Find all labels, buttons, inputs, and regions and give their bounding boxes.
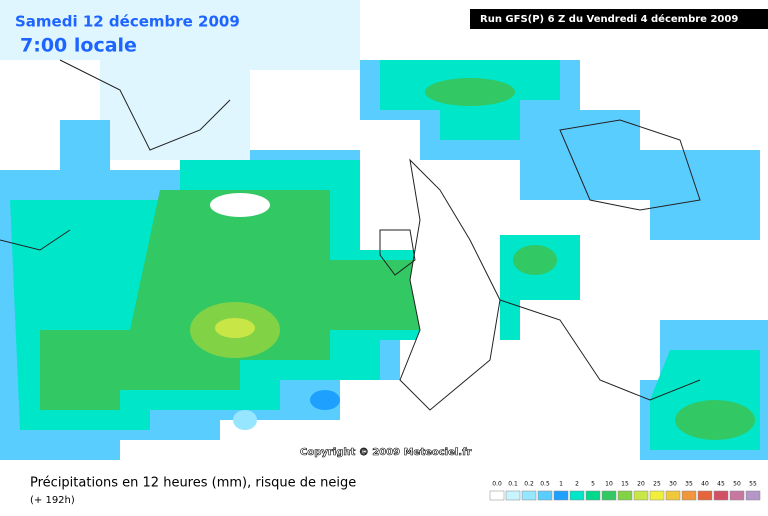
legend-swatch — [729, 490, 745, 501]
legend-label: 5 — [591, 481, 595, 488]
legend-label: 0.5 — [540, 481, 550, 488]
legend-swatch — [569, 490, 585, 501]
run-label: Run GFS(P) 6 Z du Vendredi 4 décembre 20… — [480, 13, 738, 25]
legend-swatch — [617, 490, 633, 501]
legend-label: 50 — [733, 481, 741, 488]
legend-label: 2 — [575, 481, 579, 488]
legend-swatch — [697, 490, 713, 501]
legend-swatch — [505, 490, 521, 501]
legend-label: 20 — [637, 481, 645, 488]
legend-label: 1 — [559, 481, 563, 488]
legend-label: 25 — [653, 481, 661, 488]
legend-swatch — [633, 490, 649, 501]
legend-swatch — [665, 490, 681, 501]
footer-panel — [0, 468, 768, 512]
legend-swatch — [601, 490, 617, 501]
legend-label: 15 — [621, 481, 629, 488]
legend-label: 10 — [605, 481, 613, 488]
legend-label: 0.2 — [524, 481, 534, 488]
legend-swatch — [489, 490, 505, 501]
map — [0, 0, 768, 460]
legend-swatch — [585, 490, 601, 501]
footer-title: Précipitations en 12 heures (mm), risque… — [30, 476, 356, 491]
legend-swatch — [521, 490, 537, 501]
legend: 0.0 0.1 0.2 0.5 1 2 5 10 15 20 25 30 35 40 45 50 55 — [489, 481, 761, 501]
legend-swatch — [745, 490, 761, 501]
legend-swatch — [649, 490, 665, 501]
legend-label: 55 — [749, 481, 757, 488]
legend-label: 35 — [685, 481, 693, 488]
legend-label: 0.0 — [492, 481, 502, 488]
legend-swatch — [681, 490, 697, 501]
time: 7:00 locale — [20, 35, 137, 57]
date: Samedi 12 décembre 2009 — [15, 13, 240, 31]
legend-swatch — [537, 490, 553, 501]
legend-label: 30 — [669, 481, 677, 488]
legend-label: 45 — [717, 481, 725, 488]
legend-label: 40 — [701, 481, 709, 488]
copyright: Copyright © 2009 Meteociel.fr — [300, 447, 471, 458]
legend-swatch — [553, 490, 569, 501]
legend-swatch — [713, 490, 729, 501]
legend-label: 0.1 — [508, 481, 518, 488]
lead-time: (+ 192h) — [30, 495, 75, 506]
